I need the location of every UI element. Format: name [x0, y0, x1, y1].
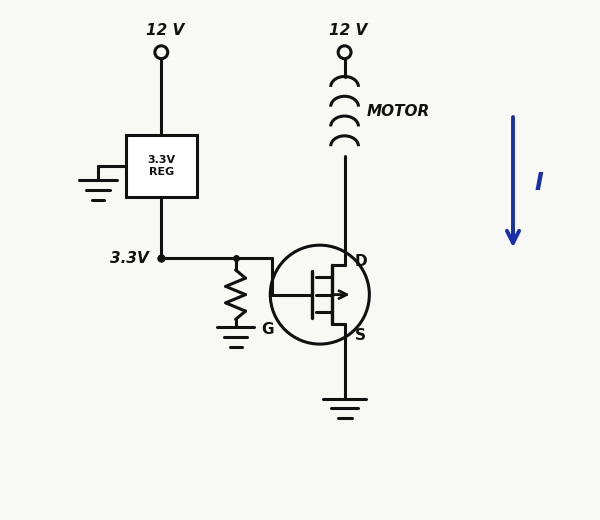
Text: G: G	[261, 322, 274, 337]
Text: D: D	[355, 254, 367, 269]
Bar	[125, 135, 197, 197]
Text: 3.3V
REG: 3.3V REG	[147, 155, 175, 177]
Text: 12 V: 12 V	[146, 23, 184, 38]
Text: MOTOR: MOTOR	[367, 104, 430, 119]
Text: S: S	[355, 328, 365, 343]
Text: I: I	[535, 171, 544, 196]
Text: 3.3V: 3.3V	[110, 251, 148, 266]
Text: 12 V: 12 V	[329, 23, 368, 38]
